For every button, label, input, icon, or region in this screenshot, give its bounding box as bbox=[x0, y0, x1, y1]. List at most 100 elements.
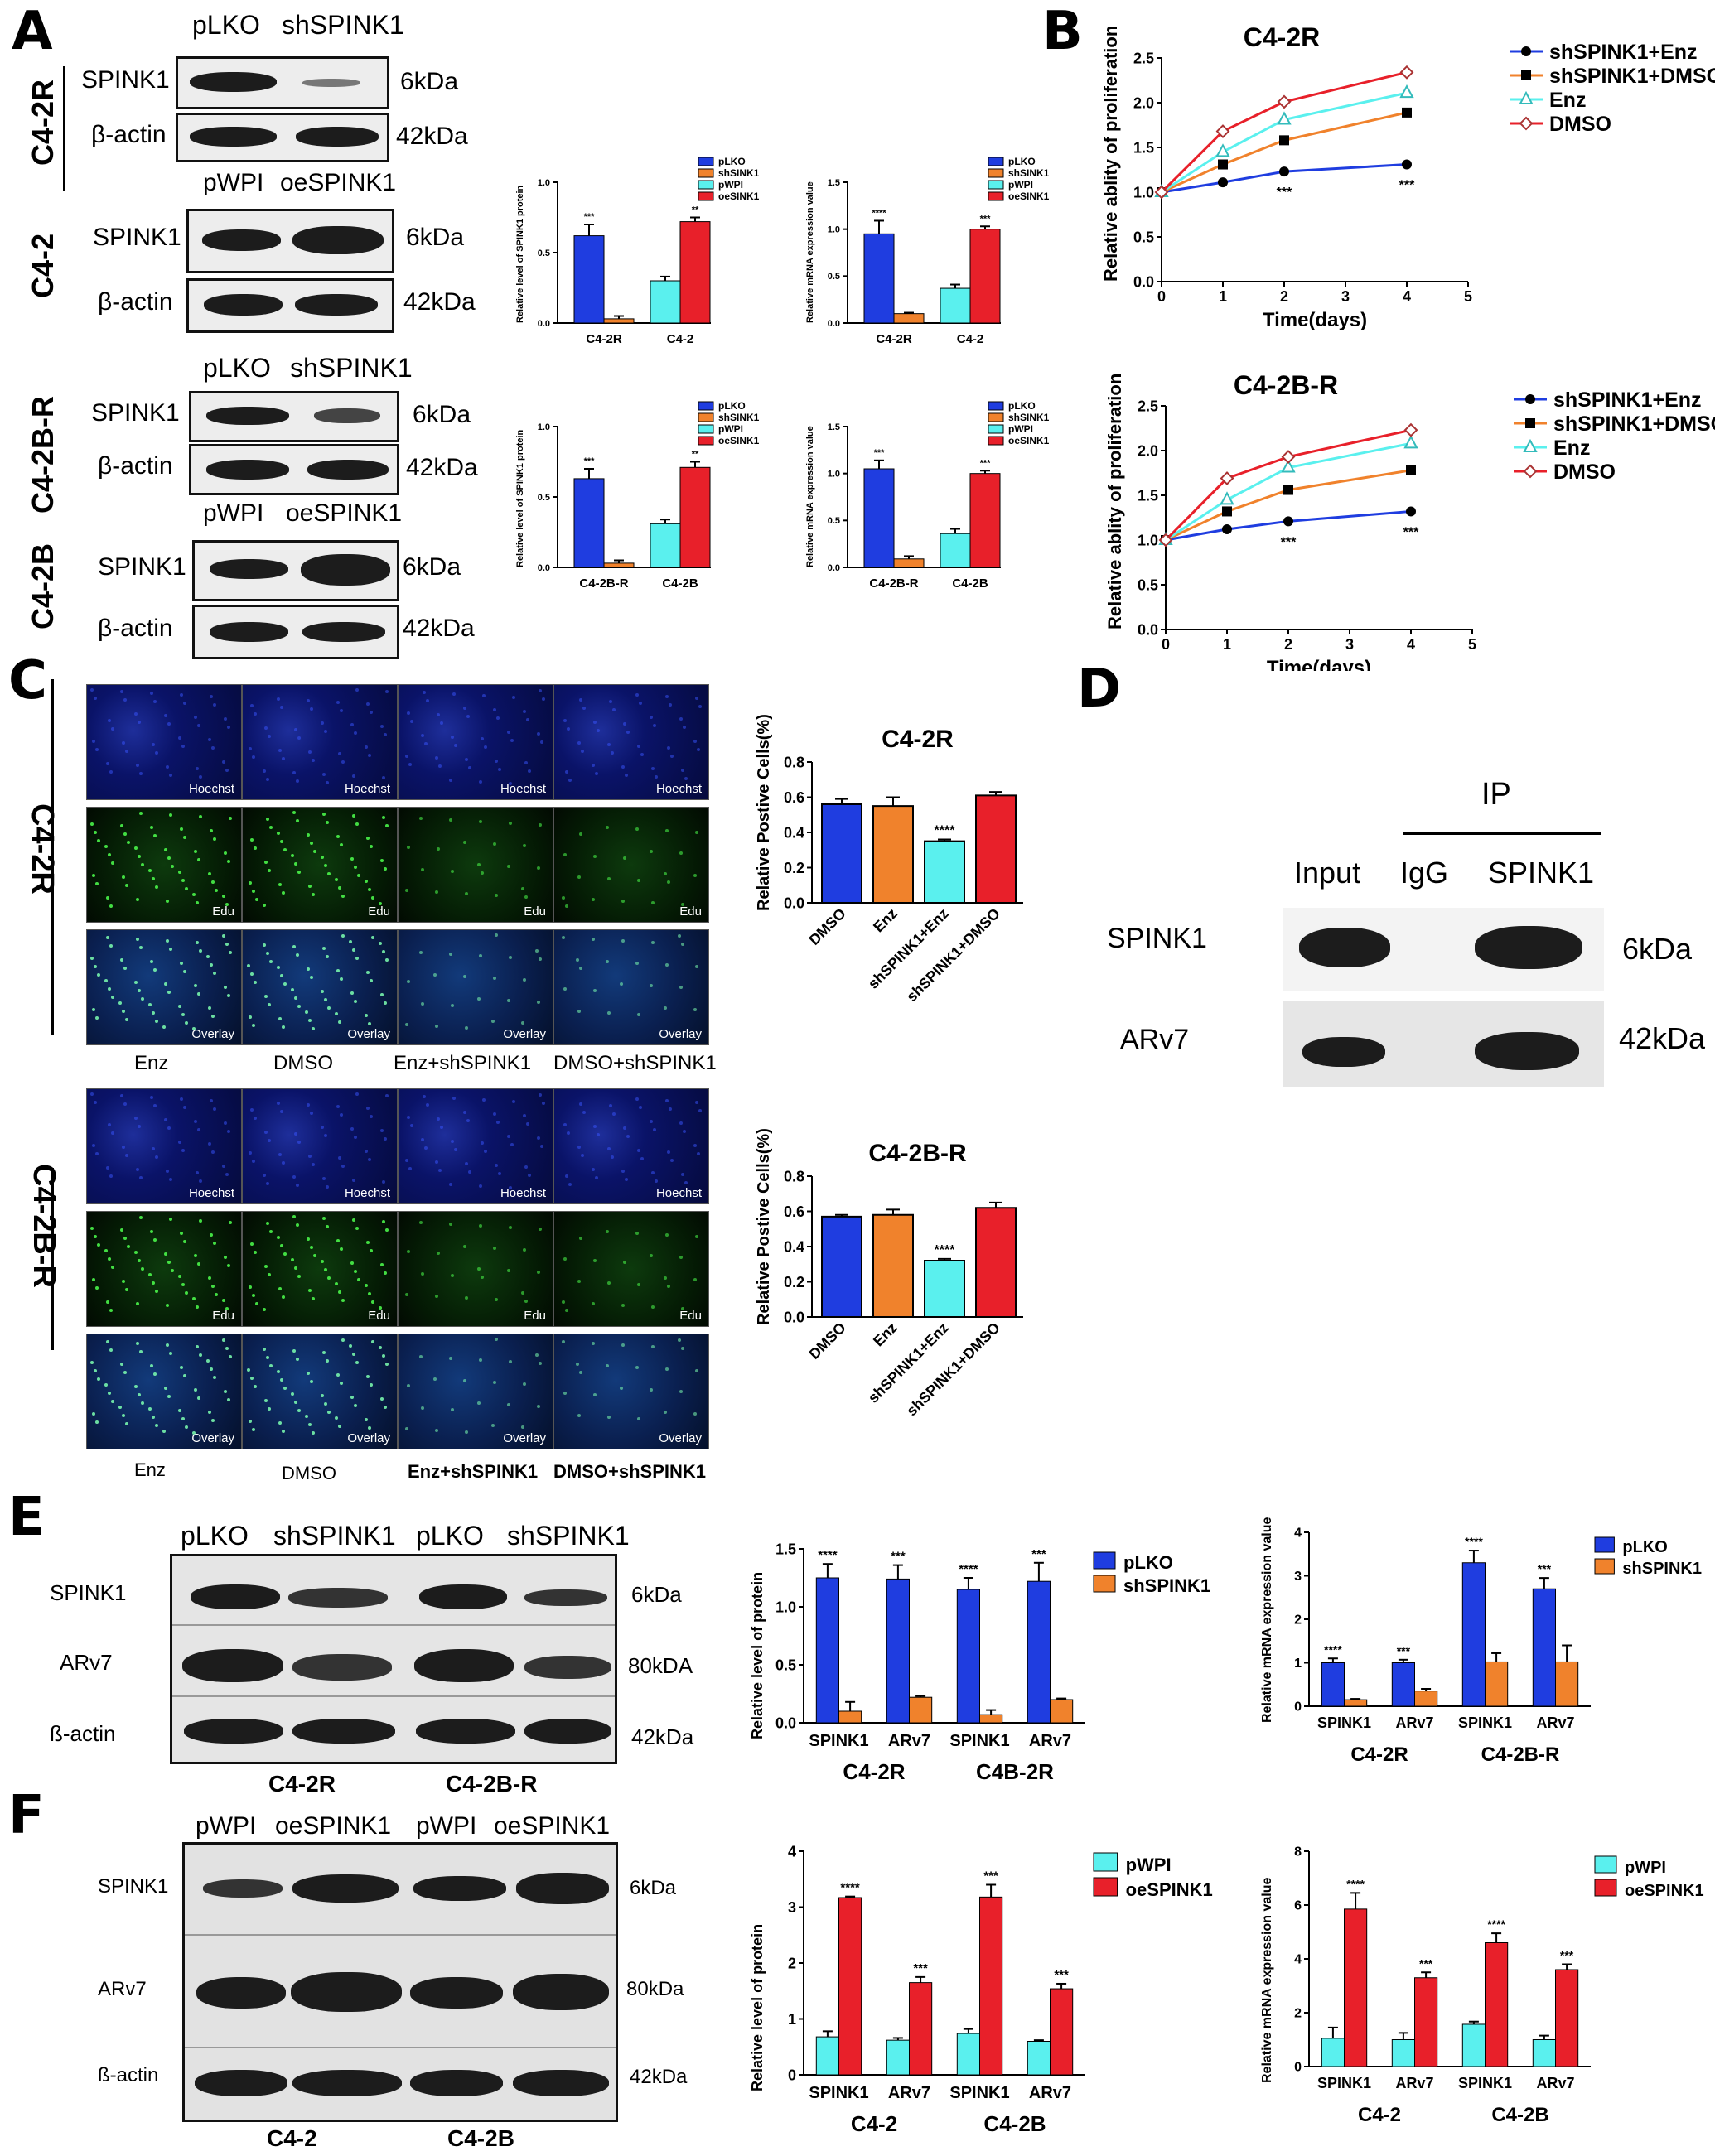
lane-label: shSPINK1 bbox=[282, 10, 404, 40]
ip-line bbox=[1403, 832, 1601, 835]
series-line bbox=[1161, 111, 1408, 194]
stain-label: Hoechst bbox=[500, 1186, 546, 1200]
significance-label: **** bbox=[840, 1881, 860, 1895]
x-tick-label: 0 bbox=[1162, 636, 1170, 653]
column-label: Enz bbox=[134, 1052, 169, 1074]
bar bbox=[1461, 1562, 1486, 1707]
group-label: C4B-2R bbox=[976, 1759, 1054, 1784]
bar bbox=[1555, 1661, 1579, 1707]
bar bbox=[886, 2039, 911, 2076]
significance-label: **** bbox=[1346, 1877, 1365, 1890]
significance-label: **** bbox=[818, 1548, 838, 1562]
bar bbox=[1461, 2023, 1486, 2067]
x-tick-label: C4-2B bbox=[662, 576, 698, 591]
legend-marker bbox=[1521, 70, 1531, 80]
y-tick-label: 2 bbox=[1294, 1613, 1302, 1628]
legend-label: shSPINK1+DMSO bbox=[1553, 412, 1715, 436]
y-axis-label: Relative Postive Cells(%) bbox=[755, 1128, 773, 1325]
row-label: SPINK1 bbox=[91, 399, 180, 427]
group-label: C4-2B bbox=[447, 2125, 514, 2151]
micrograph-hoechst: Hoechst bbox=[398, 1088, 553, 1204]
bar bbox=[979, 1714, 1003, 1724]
chart-a3: 0.0 0.5 1.0 Relative level of SPINK1 protei… bbox=[515, 400, 760, 591]
x-tick-label: SPINK1 bbox=[949, 2084, 1009, 2102]
y-tick-label: 1.0 bbox=[538, 422, 550, 432]
significance-label: *** bbox=[1560, 1949, 1574, 1962]
lane-label: shSPINK1 bbox=[273, 1521, 396, 1551]
bar bbox=[1532, 1588, 1556, 1707]
chart-a1: 0.0 0.5 1.0 Relative level of SPINK1 protei… bbox=[515, 156, 760, 346]
bar bbox=[603, 562, 635, 568]
legend-swatch bbox=[988, 401, 1004, 411]
x-tick-label: DMSO bbox=[806, 1319, 849, 1363]
data-point bbox=[1399, 84, 1414, 99]
x-axis-label: Time(days) bbox=[1267, 657, 1371, 671]
lane-label: Input bbox=[1294, 856, 1361, 890]
y-tick-label: 0.0 bbox=[828, 319, 840, 329]
legend-label: shSINK1 bbox=[718, 167, 760, 179]
micrograph-overlay: Overlay bbox=[398, 929, 553, 1045]
panel-label-b: B bbox=[1042, 1, 1083, 62]
x-tick-label: C4-2B-R bbox=[869, 576, 918, 591]
size-label: 42kDa bbox=[403, 615, 475, 642]
stain-label: Edu bbox=[524, 1309, 546, 1323]
group-label: C4-2R bbox=[268, 1771, 336, 1797]
legend-label: oeSPINK1 bbox=[1126, 1879, 1213, 1900]
significance-label: *** bbox=[980, 458, 992, 468]
bar bbox=[924, 840, 965, 904]
bar bbox=[1555, 1969, 1579, 2067]
stain-label: Overlay bbox=[347, 1027, 390, 1041]
micrograph-edu: Edu bbox=[553, 1211, 709, 1327]
y-axis-label: Relative mRNA expression value bbox=[1260, 1517, 1274, 1724]
x-tick-label: 3 bbox=[1341, 288, 1350, 305]
micrograph-hoechst: Hoechst bbox=[242, 684, 398, 800]
bar bbox=[956, 2033, 980, 2076]
legend-swatch bbox=[698, 180, 714, 190]
legend-swatch bbox=[988, 191, 1004, 201]
chart-title: C4-2R bbox=[1244, 22, 1320, 52]
x-tick-label: SPINK1 bbox=[809, 2084, 868, 2102]
blot-arv7 bbox=[1283, 1001, 1604, 1087]
bar bbox=[863, 233, 895, 324]
y-tick-label: 0.0 bbox=[1133, 273, 1154, 290]
data-point bbox=[1215, 124, 1230, 138]
lane-label: pWPI bbox=[203, 169, 264, 196]
lane-label: pLKO bbox=[203, 353, 271, 383]
legend-label: pWPI bbox=[1625, 1859, 1666, 1877]
stain-label: Edu bbox=[368, 904, 390, 919]
micrograph-overlay: Overlay bbox=[553, 1334, 709, 1449]
significance-label: *** bbox=[1277, 186, 1292, 200]
y-axis-label: Relative ablity of proliferation bbox=[1104, 374, 1125, 629]
y-tick-label: 0 bbox=[1294, 1700, 1302, 1715]
chart-title: C4-2B-R bbox=[1234, 370, 1338, 400]
y-tick-label: 0.0 bbox=[1138, 621, 1158, 638]
x-tick-label: 5 bbox=[1468, 636, 1476, 653]
legend-swatch bbox=[698, 191, 714, 201]
y-tick-label: 6 bbox=[1294, 1899, 1302, 1913]
y-tick-label: 0 bbox=[1294, 2061, 1302, 2075]
data-point bbox=[1283, 485, 1293, 495]
chart-c2: 0.0 0.2 0.4 0.6 0.8 C4-2B-R Relative Postive C… bbox=[755, 1128, 1023, 1419]
y-tick-label: 0.5 bbox=[538, 248, 550, 258]
x-tick-label: ARv7 bbox=[1029, 1732, 1071, 1750]
legend-marker bbox=[1519, 116, 1534, 131]
bar bbox=[893, 558, 925, 568]
legend-label: pWPI bbox=[1008, 179, 1033, 191]
bracket-line bbox=[51, 679, 54, 1035]
x-tick-label: 2 bbox=[1280, 288, 1288, 305]
micrograph-edu: Edu bbox=[398, 807, 553, 923]
column-label: Enz+shSPINK1 bbox=[394, 1052, 532, 1074]
legend-label: shSPINK1+Enz bbox=[1549, 41, 1698, 64]
bracket-line bbox=[51, 1168, 54, 1350]
y-tick-label: 0.5 bbox=[828, 272, 840, 282]
lane-label: oeSPINK1 bbox=[494, 1812, 611, 1840]
bar bbox=[909, 1696, 933, 1724]
x-tick-label: SPINK1 bbox=[1317, 2075, 1371, 2091]
column-label: DMSO bbox=[273, 1052, 333, 1074]
y-tick-label: 0 bbox=[788, 2067, 796, 2083]
bar bbox=[679, 221, 711, 324]
legend-swatch bbox=[1093, 1877, 1118, 1897]
lane-label: pLKO bbox=[192, 10, 260, 40]
y-tick-label: 1.5 bbox=[775, 1541, 796, 1557]
x-tick-label: ARv7 bbox=[1395, 2075, 1433, 2091]
